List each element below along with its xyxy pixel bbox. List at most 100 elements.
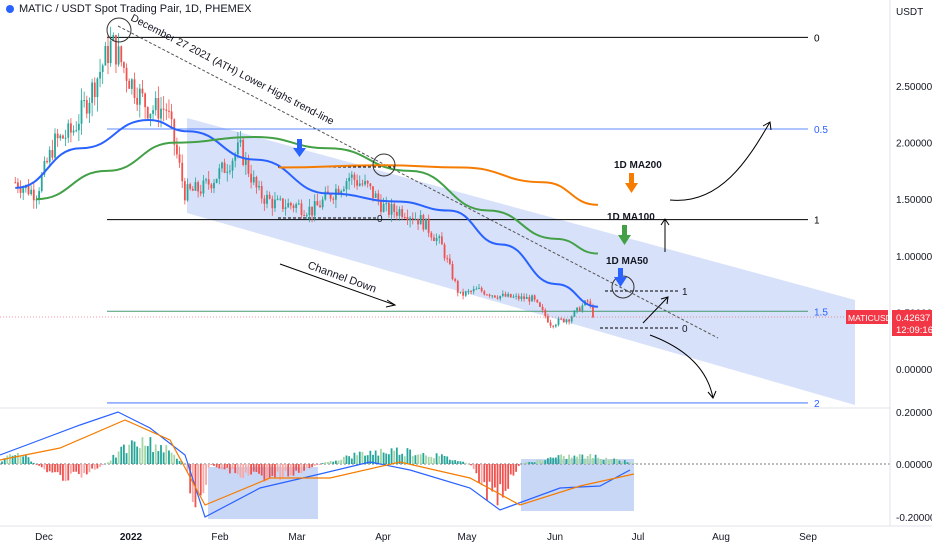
macd-bar [554, 457, 557, 464]
candle-body [19, 188, 22, 193]
price-tick: 1.50000 [896, 195, 932, 206]
macd-bar [623, 460, 626, 464]
candle-body [366, 180, 369, 184]
candle-body [38, 191, 41, 200]
candle-body [311, 206, 313, 216]
candle-body [27, 185, 30, 195]
macd-bar [229, 464, 231, 474]
candle-body [40, 174, 43, 192]
candle-body [464, 291, 467, 296]
macd-bar [260, 464, 263, 476]
candle-body [319, 205, 321, 208]
candle-body [236, 142, 239, 155]
symbol-price-tag[interactable]: MATICUSDT 0.42637 12:09:16 [846, 310, 932, 336]
candle-body [393, 204, 396, 212]
jun-fib-zero-label: 0 [682, 324, 688, 335]
macd-bar [168, 450, 170, 464]
macd-bar [300, 464, 303, 473]
macd-bar [629, 462, 631, 464]
candle-body [186, 184, 189, 201]
chart-title-text: MATIC / USDT Spot Trading Pair, 1D, PHEM… [19, 3, 252, 15]
ath-circle [106, 17, 132, 43]
macd-bar [332, 461, 335, 464]
candle-body [308, 206, 311, 216]
macd-bar [104, 463, 107, 465]
macd-bar [597, 457, 600, 464]
macd-bar [417, 454, 419, 464]
candle-body [276, 198, 279, 200]
macd-bar [560, 454, 563, 464]
macd-bar [35, 464, 38, 465]
candle-body [451, 264, 454, 280]
macd-bar [303, 464, 305, 471]
macd-bar [311, 464, 313, 468]
candle-body [382, 203, 385, 212]
candle-body [488, 294, 491, 296]
macd-bar [244, 464, 247, 473]
macd-bar [523, 462, 525, 464]
candle-body [64, 137, 67, 139]
candle-body [541, 306, 544, 311]
macd-bar [427, 456, 430, 464]
fib-label: 0.5 [814, 125, 828, 136]
macd-bar [215, 464, 218, 468]
candle-body [133, 79, 136, 98]
candle-body [266, 194, 268, 204]
macd-bar [130, 440, 133, 464]
macd-bar [295, 464, 298, 471]
macd-bar [284, 464, 287, 471]
macd-bar [70, 464, 72, 474]
macd-bar [369, 450, 372, 464]
macd-bar [594, 454, 597, 464]
candle-body [390, 204, 393, 215]
candle-body [443, 244, 446, 259]
candle-body [372, 186, 374, 198]
candle-body [123, 62, 125, 68]
macd-bar [112, 454, 115, 464]
candle-body [56, 133, 59, 139]
candle-body [189, 184, 192, 189]
macd-bar [213, 464, 215, 466]
macd-bar [422, 453, 425, 464]
macd-bar [117, 451, 120, 464]
candle-body [258, 185, 260, 188]
macd-bar [578, 454, 581, 464]
macd-bar [40, 464, 43, 468]
candle-body [213, 182, 215, 189]
candle-body [244, 158, 247, 165]
macd-bar [486, 464, 488, 501]
candle-body [547, 316, 549, 323]
macd-tick: 0.20000 [896, 408, 932, 419]
time-tick: Jul [632, 532, 645, 543]
macd-bar [67, 464, 70, 481]
macd-bar [22, 456, 25, 464]
macd-bar [570, 457, 573, 464]
candle-body [454, 279, 457, 281]
candle-body [229, 170, 231, 172]
macd-bar [605, 457, 608, 464]
macd-bar [43, 464, 46, 470]
candle-body [557, 318, 560, 325]
candle-body [239, 139, 242, 143]
macd-bar [276, 464, 279, 472]
macd-bar [6, 455, 9, 464]
candle-body [165, 109, 168, 111]
macd-bar [120, 446, 123, 464]
candle-body [43, 160, 46, 175]
candle-body [586, 300, 589, 302]
macd-bar [443, 455, 446, 464]
candle-body [337, 188, 340, 195]
candle-body [72, 130, 75, 133]
macd-bar [136, 446, 139, 464]
candle-body [480, 287, 483, 292]
candle-body [446, 258, 449, 260]
candle-body [520, 296, 523, 299]
candle-body [22, 188, 25, 193]
candle-body [93, 82, 96, 98]
macd-bar [24, 455, 27, 464]
candle-body [289, 202, 292, 206]
blue-arrow-down-icon [614, 268, 627, 287]
time-tick: Mar [288, 532, 306, 543]
macd-bar [364, 455, 366, 464]
